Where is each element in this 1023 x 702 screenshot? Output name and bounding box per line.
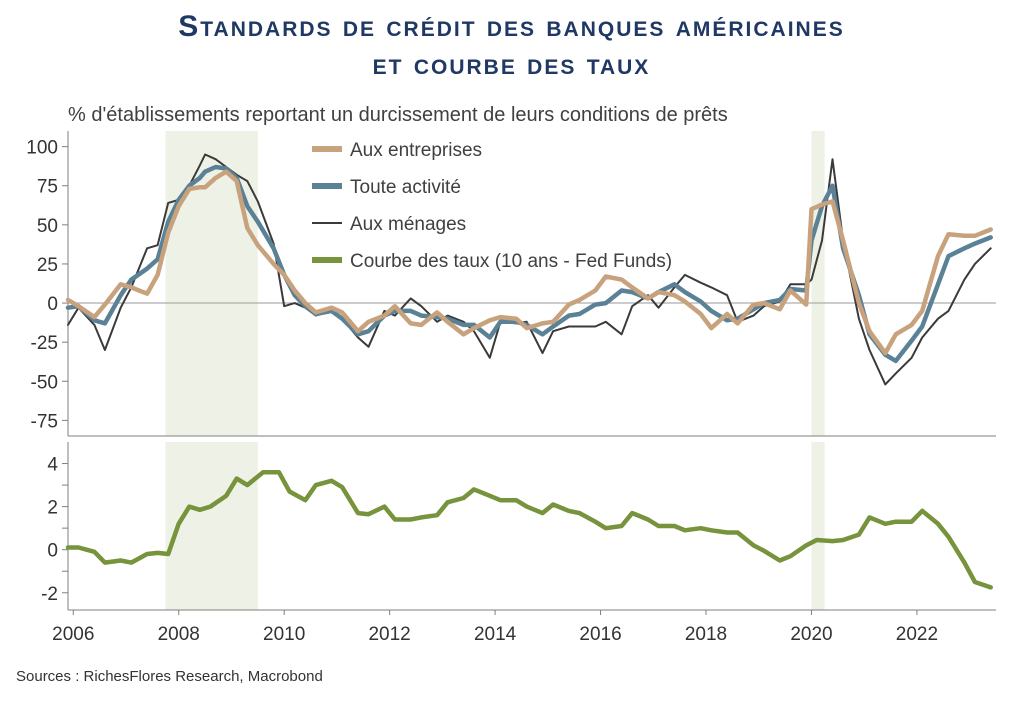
series-line-courbe-des-taux [65, 469, 993, 590]
legend-entry: Aux entreprises [350, 140, 482, 161]
y-tick-label: 100 [26, 138, 58, 159]
x-tick-label: 2014 [474, 624, 517, 645]
recession-band [811, 131, 825, 436]
recession-band [811, 442, 825, 610]
y-tick-label: -75 [31, 411, 58, 432]
y-tick-label: -2 [41, 584, 58, 605]
y-tick-label: 0 [47, 541, 58, 562]
y-tick-label: 25 [37, 255, 58, 276]
y-tick-label: -50 [31, 372, 58, 393]
recession-band [165, 131, 258, 436]
legend-entry: Courbe des taux (10 ans - Fed Funds) [350, 251, 672, 272]
title-line-1: Standards de crédit des banques américai… [178, 10, 845, 43]
legend: Aux entreprises Toute activité Aux ménages… [312, 140, 672, 272]
y-tick-label: 75 [37, 177, 58, 198]
x-tick-label: 2016 [579, 624, 621, 645]
y-tick-label: 0 [47, 294, 58, 315]
top-panel: 100 75 50 25 0 -25 -50 -75 [26, 131, 996, 437]
chart-subtitle: % d'établissements reportant un durcisse… [68, 104, 728, 126]
series-line-aux-entreprises [65, 169, 993, 356]
bottom-panel: 4 2 0 -2 2006 2008 2010 2012 2014 2016 2018 2020 202… [41, 442, 996, 645]
x-tick-label: 2008 [158, 624, 200, 645]
x-tick-label: 2018 [685, 624, 727, 645]
chart-title: Standards de crédit des banques américai… [0, 8, 1023, 84]
y-tick-label: 4 [47, 455, 58, 476]
x-tick-label: 2006 [52, 624, 94, 645]
recession-band [165, 442, 258, 610]
y-tick-label: 2 [47, 498, 58, 519]
x-tick-label: 2020 [790, 624, 832, 645]
x-tick-label: 2022 [896, 624, 938, 645]
title-line-2: et courbe des taux [372, 48, 651, 81]
y-tick-label: -25 [31, 333, 58, 354]
x-tick-label: 2012 [368, 624, 410, 645]
source-note: Sources : RichesFlores Research, Macrobo… [16, 668, 323, 685]
legend-entry: Aux ménages [350, 214, 466, 235]
x-tick-label: 2010 [263, 624, 305, 645]
legend-entry: Toute activité [350, 177, 461, 198]
series-line-toute-activite [65, 164, 993, 364]
y-tick-label: 50 [37, 216, 58, 237]
